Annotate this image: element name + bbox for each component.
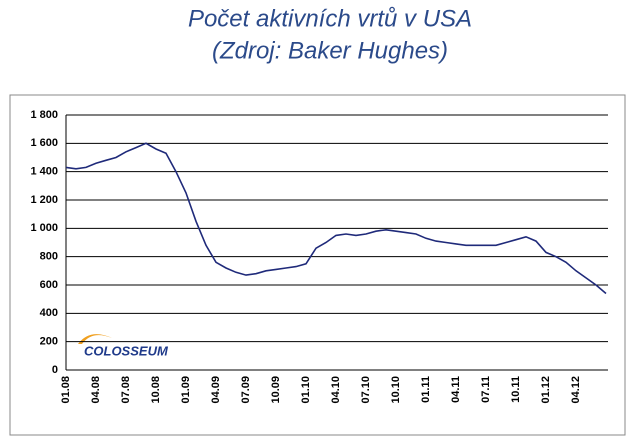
x-tick-label: 10.09 [270, 376, 282, 404]
chart-frame [9, 94, 626, 436]
y-tick-label: 800 [40, 251, 58, 263]
x-tick-label: 07.11 [480, 376, 492, 403]
x-tick-label: 07.10 [360, 376, 372, 404]
x-tick-label: 10.10 [390, 376, 402, 404]
y-tick-label: 1 400 [30, 166, 58, 178]
x-tick-label: 04.08 [90, 376, 102, 404]
x-tick-label: 07.08 [120, 376, 132, 404]
y-tick-label: 1 800 [30, 109, 58, 121]
logo: COLOSSEUM [84, 343, 169, 358]
x-tick-label: 04.11 [450, 376, 462, 403]
y-tick-label: 400 [40, 307, 58, 319]
logo-swoosh [78, 334, 112, 344]
y-tick-label: 200 [40, 336, 58, 348]
y-tick-label: 600 [40, 279, 58, 291]
y-tick-label: 0 [52, 364, 58, 376]
x-tick-label: 01.12 [540, 376, 552, 404]
x-tick-label: 10.11 [510, 376, 522, 403]
x-tick-label: 04.09 [210, 376, 222, 404]
y-tick-label: 1 000 [30, 222, 58, 234]
x-tick-label: 01.08 [60, 376, 72, 404]
x-tick-label: 01.09 [180, 376, 192, 404]
x-tick-label: 01.10 [300, 376, 312, 404]
y-tick-label: 1 600 [30, 137, 58, 149]
x-tick-label: 04.12 [570, 376, 582, 404]
x-tick-label: 10.08 [150, 376, 162, 404]
x-tick-label: 01.11 [420, 376, 432, 403]
x-tick-label: 04.10 [330, 376, 342, 404]
y-tick-label: 1 200 [30, 194, 58, 206]
chart-title: Počet aktivních vrtů v USA [188, 5, 472, 32]
data-line [65, 142, 607, 295]
x-tick-label: 07.09 [240, 376, 252, 404]
chart-subtitle: (Zdroj: Baker Hughes) [212, 37, 448, 64]
